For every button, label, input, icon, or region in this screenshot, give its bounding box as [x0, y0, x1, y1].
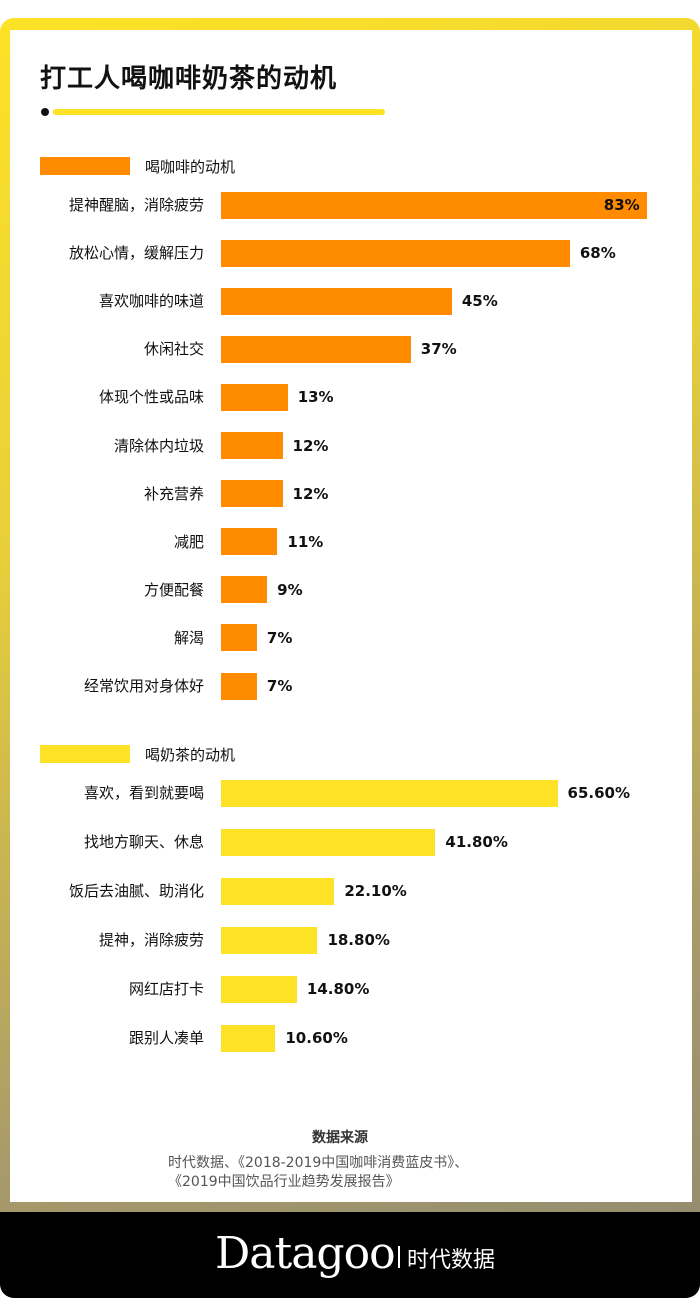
bar — [221, 1024, 276, 1052]
value-label: 83% — [603, 196, 640, 214]
category-label: 跟别人凑单 — [128, 1029, 204, 1047]
bar — [221, 239, 570, 267]
source-line: 时代数据、《2018-2019中国咖啡消费蓝皮书》、 — [168, 1155, 469, 1171]
footer — [0, 1212, 700, 1298]
value-label: 65.60% — [567, 784, 630, 802]
value-label: 41.80% — [445, 833, 508, 851]
legend-swatch — [40, 745, 130, 763]
bar — [221, 383, 288, 411]
category-label: 提神，消除疲劳 — [98, 931, 204, 949]
bar — [221, 828, 436, 856]
legend-swatch — [40, 157, 130, 175]
legend-label: 喝咖啡的动机 — [145, 158, 236, 176]
value-label: 12% — [292, 484, 329, 503]
category-label: 休闲社交 — [143, 340, 204, 359]
bar — [221, 287, 452, 315]
logo-cn: 时代数据 — [407, 1248, 496, 1273]
value-label: 7% — [266, 677, 293, 695]
chart-panel — [10, 30, 692, 1202]
bar — [221, 926, 318, 954]
bar — [221, 672, 257, 700]
logo: Datagoo — [215, 1228, 396, 1279]
category-label: 饭后去油腻、助消化 — [68, 882, 204, 900]
value-label: 11% — [287, 532, 324, 551]
legend-label: 喝奶茶的动机 — [145, 746, 236, 764]
bar — [221, 191, 647, 219]
category-label: 喜欢，看到就要喝 — [83, 784, 204, 802]
bar — [221, 528, 278, 556]
category-label: 体现个性或品味 — [98, 388, 204, 407]
value-label: 14.80% — [306, 980, 370, 998]
category-label: 网红店打卡 — [128, 980, 204, 998]
bar — [221, 480, 283, 508]
bar — [221, 576, 268, 604]
bar — [221, 779, 558, 807]
category-label: 清除体内垃圾 — [113, 436, 204, 455]
title-underline-dot — [41, 108, 49, 116]
category-label: 方便配餐 — [143, 580, 204, 599]
category-label: 喜欢咖啡的味道 — [98, 292, 204, 311]
category-label: 找地方聊天、休息 — [83, 833, 204, 851]
category-label: 补充营养 — [143, 484, 204, 503]
bar — [221, 877, 335, 905]
value-label: 12% — [292, 436, 329, 455]
category-label: 经常饮用对身体好 — [83, 677, 204, 695]
page-title: 打工人喝咖啡奶茶的动机 — [40, 64, 338, 94]
value-label: 13% — [297, 388, 334, 407]
source-line: 《2019中国饮品行业趋势发展报告》 — [168, 1174, 400, 1190]
value-label: 37% — [420, 340, 457, 359]
bar — [221, 624, 257, 652]
value-label: 7% — [266, 628, 293, 647]
category-label: 减肥 — [173, 532, 204, 551]
category-label: 提神醒脑，消除疲劳 — [68, 196, 204, 214]
value-label: 68% — [579, 244, 616, 263]
bar — [221, 432, 283, 459]
logo-divider — [398, 1246, 400, 1268]
title-underline — [53, 109, 385, 115]
value-label: 18.80% — [327, 931, 390, 949]
bar — [221, 335, 411, 363]
bar — [221, 975, 297, 1003]
source-title: 数据来源 — [312, 1130, 368, 1146]
value-label: 22.10% — [344, 882, 407, 900]
value-label: 9% — [277, 580, 303, 599]
value-label: 10.60% — [285, 1029, 348, 1047]
category-label: 放松心情，缓解压力 — [68, 244, 204, 263]
value-label: 45% — [461, 292, 498, 311]
category-label: 解渴 — [173, 628, 204, 647]
